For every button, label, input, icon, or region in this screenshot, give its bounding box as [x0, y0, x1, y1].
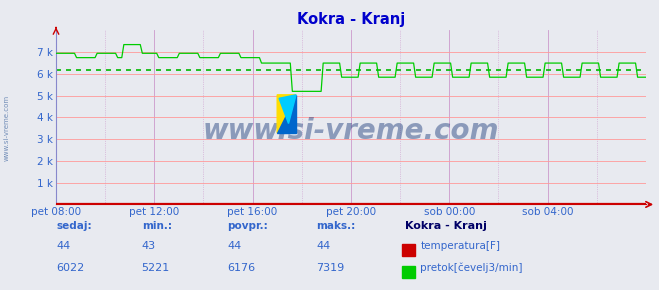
Title: Kokra - Kranj: Kokra - Kranj — [297, 12, 405, 26]
Text: povpr.:: povpr.: — [227, 221, 268, 231]
Polygon shape — [277, 95, 296, 133]
Text: temperatura[F]: temperatura[F] — [420, 241, 500, 251]
Text: 5221: 5221 — [142, 263, 170, 273]
Text: www.si-vreme.com: www.si-vreme.com — [4, 95, 10, 161]
Text: maks.:: maks.: — [316, 221, 356, 231]
Text: 7319: 7319 — [316, 263, 345, 273]
Text: 44: 44 — [56, 241, 71, 251]
Text: Kokra - Kranj: Kokra - Kranj — [405, 221, 487, 231]
Text: sedaj:: sedaj: — [56, 221, 92, 231]
Text: 44: 44 — [316, 241, 331, 251]
Text: 6176: 6176 — [227, 263, 256, 273]
Polygon shape — [279, 95, 296, 124]
Polygon shape — [277, 95, 296, 133]
Text: 44: 44 — [227, 241, 242, 251]
Text: pretok[čevelj3/min]: pretok[čevelj3/min] — [420, 263, 523, 273]
Text: min.:: min.: — [142, 221, 172, 231]
Text: 6022: 6022 — [56, 263, 84, 273]
Text: 43: 43 — [142, 241, 156, 251]
Text: www.si-vreme.com: www.si-vreme.com — [203, 117, 499, 145]
